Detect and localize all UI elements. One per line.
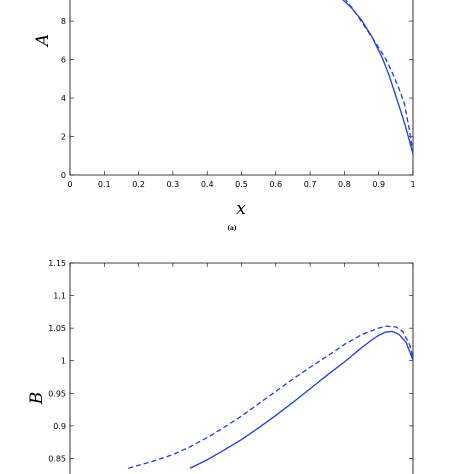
panel-a-xtick-label: 0.4: [201, 180, 214, 189]
panel-a-xtick-label: 0.3: [167, 180, 180, 189]
panel-a-dashed-curve: [345, 0, 414, 154]
panel-a-curves: [342, 0, 414, 155]
panel-a-xtick-label: 1: [410, 180, 415, 189]
panel-b-solid-curve: [189, 330, 414, 469]
panel-b-ytick-label: 1: [61, 357, 66, 366]
panel-b-frame: [69, 262, 414, 474]
panel-b-ytick-label: 1.1: [53, 292, 66, 301]
panel-a-caption: (a): [227, 225, 237, 232]
panel-b-ytick-label: 0.9: [53, 422, 66, 431]
panel-a-xtick-label: 0.5: [235, 180, 248, 189]
panel-a-x-axis-label: x: [236, 199, 246, 219]
panel-b-ytick-label: 1.05: [48, 324, 66, 333]
panel-a-xtick-label: 0.9: [372, 180, 385, 189]
panel-a-xtick-label: 0.6: [269, 180, 282, 189]
panel-b-curves: [128, 325, 414, 469]
panel-a-frame: [69, 0, 414, 176]
panel-a-xtick-label: 0.7: [304, 180, 317, 189]
panel-b: 0.85 0.9 0.95 1 1.05 1.1 1.15 B: [27, 259, 414, 474]
panel-b-ticks: 0.85 0.9 0.95 1 1.05 1.1 1.15: [48, 259, 414, 463]
panel-a-ytick-label: 0: [61, 171, 66, 180]
panel-a: 0 2 4 6 8 0 0.1 0.2 0.3 0.4 0.5 0.6 0.7 0.8 0.9 1 x A (…: [33, 0, 416, 232]
panel-a-ytick-label: 8: [61, 17, 66, 26]
panel-a-solid-curve: [342, 0, 414, 155]
panel-a-xtick-label: 0: [67, 180, 72, 189]
panel-b-ytick-label: 0.95: [48, 389, 66, 398]
panel-b-ytick-label: 1.15: [48, 259, 66, 268]
panel-a-ticks: 0 2 4 6 8 0 0.1 0.2 0.3 0.4 0.5 0.6 0.7 0.8 0.9 1: [61, 17, 416, 189]
panel-a-ytick-label: 6: [61, 56, 66, 65]
panel-b-y-axis-label: B: [27, 392, 47, 406]
panel-b-ytick-label: 0.85: [48, 454, 66, 463]
panel-a-xtick-label: 0.8: [338, 180, 351, 189]
panel-a-xtick-label: 0.2: [132, 180, 145, 189]
panel-a-ytick-label: 4: [61, 94, 66, 103]
panel-a-xtick-label: 0.1: [98, 180, 111, 189]
panel-b-dashed-curve: [128, 325, 414, 469]
panel-a-y-axis-label: A: [33, 34, 53, 48]
panel-a-ytick-label: 2: [61, 133, 66, 142]
